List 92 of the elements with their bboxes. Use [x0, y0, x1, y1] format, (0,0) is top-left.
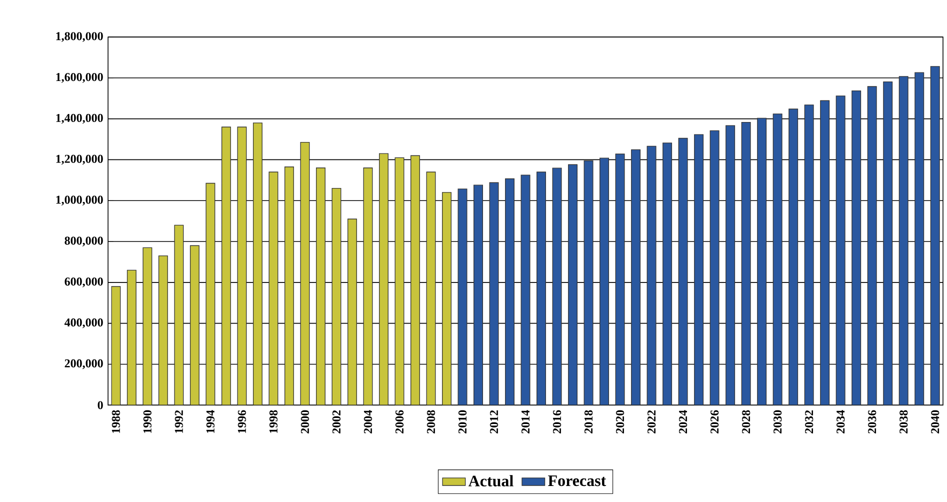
x-tick-label: 2024 — [678, 410, 688, 434]
bar — [394, 157, 404, 406]
y-tick-label: 200,000 — [64, 359, 103, 370]
bar — [600, 158, 610, 406]
bar — [158, 255, 168, 406]
x-tick-label: 2004 — [364, 410, 372, 434]
bar — [268, 172, 278, 406]
bar — [284, 166, 294, 406]
bar — [584, 160, 594, 406]
y-tick-label: 1,400,000 — [56, 114, 103, 124]
bar — [726, 125, 736, 406]
y-tick-label: 1,000,000 — [56, 196, 103, 206]
bar — [221, 126, 231, 406]
bar — [505, 178, 514, 406]
bar — [883, 81, 893, 406]
x-tick-label: 2034 — [836, 410, 845, 434]
bar — [379, 153, 388, 406]
bar — [142, 247, 152, 406]
y-tick-label: 400,000 — [64, 318, 103, 328]
bar — [316, 167, 326, 406]
x-tick-label: 2036 — [868, 410, 876, 434]
x-tick-label: 2028 — [742, 410, 750, 434]
bar — [520, 174, 530, 406]
y-tick-label: 0 — [98, 400, 103, 410]
x-tick-label: 2022 — [647, 410, 656, 434]
x-tick-label: 2010 — [458, 410, 467, 434]
y-tick-label: 1,600,000 — [56, 72, 103, 83]
bar — [898, 76, 908, 406]
bar — [788, 108, 798, 406]
bar — [332, 188, 342, 406]
bar — [867, 86, 877, 406]
x-tick-label: 2040 — [931, 410, 940, 434]
bar — [772, 113, 782, 406]
bar — [914, 72, 924, 406]
bar — [930, 66, 940, 406]
x-tick-label: 2012 — [490, 410, 498, 434]
bar — [206, 182, 216, 406]
bar — [237, 126, 247, 406]
bar — [426, 172, 436, 406]
bar — [741, 122, 751, 406]
bar — [615, 154, 625, 406]
bar — [552, 168, 562, 406]
legend-label: Forecast — [548, 475, 606, 486]
y-tick-label: 800,000 — [64, 236, 103, 246]
x-tick-label: 2006 — [395, 410, 404, 434]
x-tick-label: 2002 — [332, 410, 341, 434]
x-tick-label: 2030 — [774, 410, 782, 434]
bar — [662, 142, 672, 406]
bar — [252, 122, 262, 406]
bar — [757, 118, 767, 406]
bar — [804, 104, 814, 406]
y-tick-label: 600,000 — [64, 277, 103, 288]
x-tick-label: 1988 — [112, 410, 120, 433]
bar — [442, 192, 452, 406]
bar — [852, 90, 862, 406]
legend-label: Actual — [468, 475, 514, 486]
bar — [410, 155, 420, 406]
bar — [678, 138, 688, 406]
bar — [820, 100, 830, 406]
bar — [710, 130, 720, 406]
bar — [694, 134, 704, 406]
bar — [347, 218, 357, 406]
x-tick-label: 2026 — [710, 410, 719, 434]
bar — [111, 286, 121, 406]
x-tick-label: 1994 — [206, 410, 214, 433]
bar — [836, 95, 846, 406]
x-tick-label: 2014 — [521, 410, 530, 434]
x-tick-label: 1990 — [143, 410, 152, 433]
bar — [646, 146, 656, 406]
bar — [568, 164, 578, 406]
x-tick-label: 2038 — [900, 410, 908, 434]
bar — [536, 172, 546, 406]
bar — [190, 245, 200, 406]
x-tick-label: 1998 — [269, 410, 278, 433]
x-tick-label: 1996 — [238, 410, 246, 433]
x-tick-label: 2032 — [805, 410, 814, 434]
bar — [474, 184, 483, 406]
bar — [174, 224, 184, 406]
bar — [631, 149, 641, 406]
bar — [126, 270, 136, 406]
x-tick-label: 2016 — [552, 410, 562, 434]
x-tick-label: 1992 — [174, 410, 183, 433]
bar — [363, 167, 373, 406]
bar — [489, 182, 499, 406]
x-tick-label: 2008 — [426, 410, 436, 434]
y-tick-label: 1,200,000 — [56, 154, 103, 165]
y-tick-label: 1,800,000 — [56, 32, 103, 42]
bar — [300, 142, 310, 406]
x-tick-label: 2020 — [616, 410, 624, 434]
x-tick-label: 2018 — [584, 410, 593, 434]
x-tick-label: 2000 — [300, 410, 310, 434]
bar — [458, 188, 468, 406]
